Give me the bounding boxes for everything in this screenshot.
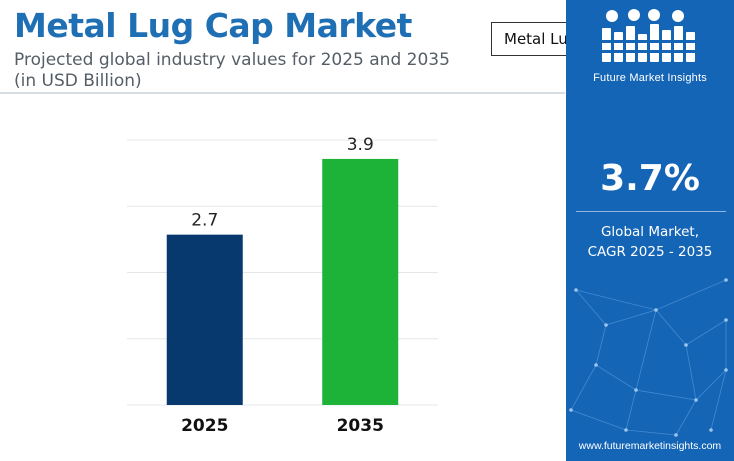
bar-2035 (322, 158, 399, 405)
tick-label-2025: 2025 (181, 416, 228, 436)
header-divider (0, 92, 565, 94)
chart-title: Metal Lug Cap Market (14, 6, 412, 45)
cagr-value: 3.7% (600, 158, 700, 199)
bar-2025 (166, 234, 243, 405)
chart-subtitle: Projected global industry values for 202… (14, 50, 450, 91)
cagr-divider (576, 211, 726, 212)
data-label-2025: 2.7 (191, 211, 218, 231)
tick-label-2035: 2035 (337, 416, 384, 436)
labels: 2.7 2025 3.9 2035 (181, 135, 384, 436)
cagr-label-line2: CAGR 2025 - 2035 (587, 244, 713, 260)
network-pattern-icon (569, 278, 728, 437)
bars (166, 158, 399, 405)
side-panel: Future Market Insights 3.7% Global Marke… (566, 0, 734, 461)
cagr-label-line1: Global Market, (600, 224, 700, 240)
website-url: www.futuremarketinsights.com (578, 440, 722, 452)
data-label-2035: 3.9 (347, 135, 374, 155)
bar-chart: 2.7 2025 3.9 2035 (127, 135, 438, 436)
cagr-label: Global Market, CAGR 2025 - 2035 (566, 222, 734, 262)
fmi-logo-icon (602, 9, 695, 62)
brand-name: Future Market Insights (593, 72, 707, 84)
